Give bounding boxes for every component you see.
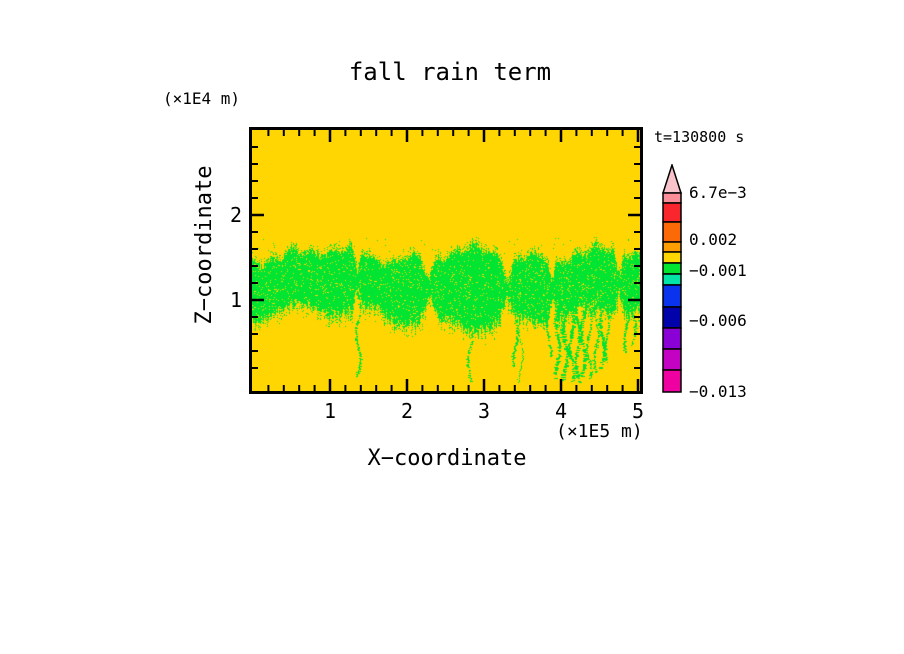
colorbar-segment (662, 241, 682, 253)
x-tick-label: 3 (477, 399, 491, 423)
plot-title: fall rain term (348, 58, 552, 86)
colorbar-scale (661, 164, 683, 393)
colorbar-label: 0.002 (689, 230, 738, 250)
colorbar-segment (662, 273, 682, 286)
colorbar-label: −0.006 (689, 311, 747, 331)
z-tick-label: 2 (229, 203, 242, 227)
plot-area (249, 127, 643, 394)
colorbar-segment (662, 284, 682, 308)
x-tick-label: 4 (554, 399, 568, 423)
colorbar-label: −0.001 (689, 260, 747, 280)
colorbar-segment (662, 262, 682, 275)
colorbar-segment (662, 327, 682, 350)
colorbar-segment (662, 221, 682, 243)
z-tick-label: 1 (229, 288, 242, 312)
field-canvas (252, 130, 640, 391)
time-annotation: t=130800 s (654, 128, 745, 146)
colorbar-label: −0.013 (689, 382, 747, 401)
x-axis-title: X−coordinate (367, 446, 527, 471)
x-tick-label: 5 (631, 399, 645, 423)
x-axis-unit-label: (×1E5 m) (556, 421, 643, 442)
colorbar-overflow-triangle (661, 164, 683, 194)
colorbar-segment (662, 192, 682, 204)
colorbar-label: 6.7e−3 (689, 183, 747, 202)
colorbar-segment (662, 202, 682, 223)
colorbar-segment (662, 306, 682, 329)
z-axis-title: Z−coordinate (192, 165, 217, 325)
colorbar-segment (662, 251, 682, 264)
x-tick-label: 1 (323, 399, 337, 423)
colorbar-segment (662, 348, 682, 371)
colorbar-segment (662, 369, 682, 393)
axis-ticks (252, 130, 640, 391)
z-axis-unit-label: (×1E4 m) (163, 89, 241, 108)
x-tick-label: 2 (400, 399, 414, 423)
